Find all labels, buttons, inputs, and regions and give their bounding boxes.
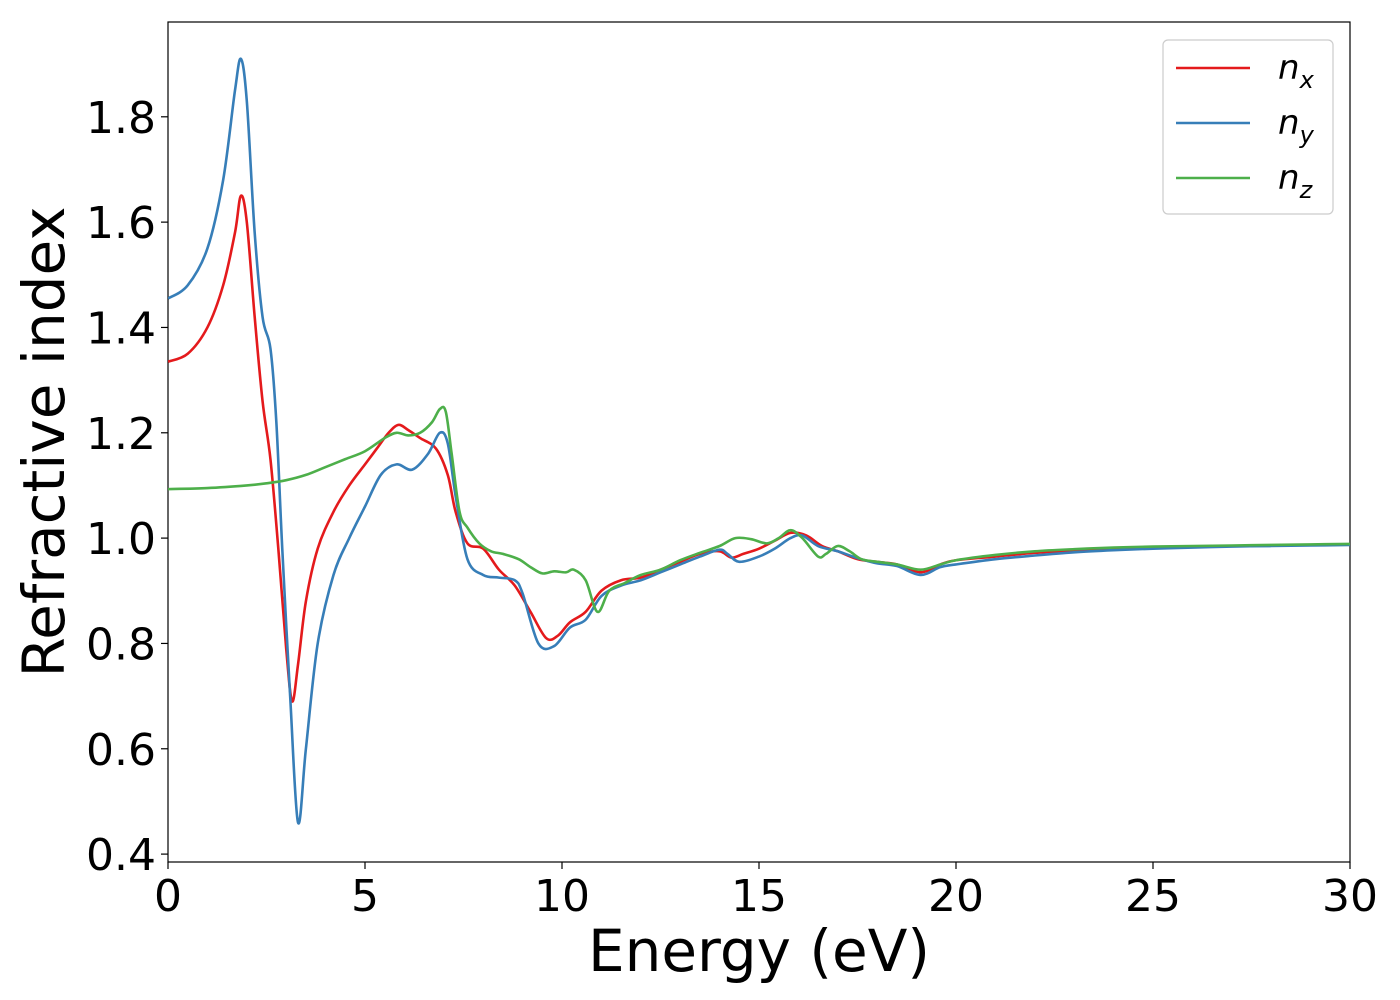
y-tick-label: 1.8	[86, 93, 156, 144]
y-tick-label: 0.4	[86, 830, 156, 881]
plot-area	[167, 21, 1351, 863]
x-tick-label: 25	[1125, 871, 1181, 922]
x-tick-label: 10	[534, 871, 590, 922]
series-line-y	[168, 57, 1350, 825]
x-tick-label: 15	[731, 871, 787, 922]
x-tick-label: 20	[928, 871, 984, 922]
legend-label-x: nx	[1278, 48, 1315, 94]
series-line-z	[168, 405, 1350, 614]
y-tick-label: 1.2	[86, 409, 156, 460]
y-tick-label: 0.6	[86, 725, 156, 776]
x-axis-title: Energy (eV)	[588, 917, 930, 985]
x-axis-ticks: 0 5 10 15 20 25 30	[154, 862, 1378, 922]
y-tick-label: 0.8	[86, 619, 156, 670]
legend-box	[1162, 39, 1334, 215]
legend: nx ny nz	[1162, 39, 1334, 215]
x-tick-label: 0	[154, 871, 182, 922]
y-axis-title: Refractive index	[10, 206, 78, 677]
series-layer	[168, 57, 1350, 825]
legend-label-y: ny	[1278, 103, 1315, 149]
y-tick-label: 1.4	[86, 303, 156, 354]
x-tick-label: 5	[351, 871, 379, 922]
legend-label-z: nz	[1278, 158, 1314, 204]
y-tick-label: 1.0	[86, 514, 156, 565]
x-tick-label: 30	[1322, 871, 1378, 922]
y-axis-ticks: 0.4 0.6 0.8 1.0 1.2 1.4 1.6 1.8	[86, 93, 168, 881]
y-tick-label: 1.6	[86, 198, 156, 249]
